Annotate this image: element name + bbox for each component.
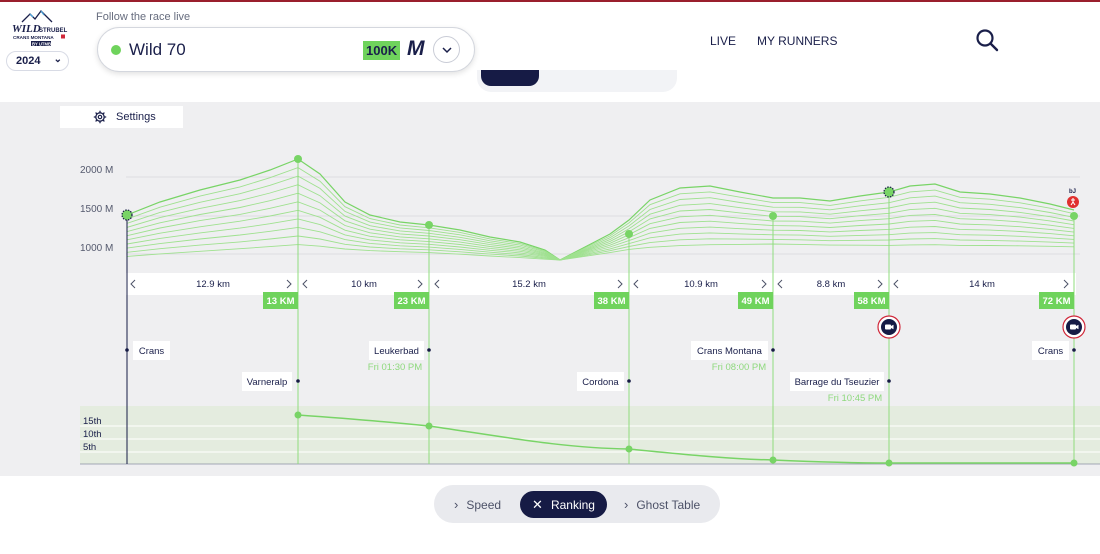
segment-distance: 8.8 km (817, 279, 846, 290)
view-tabs[interactable] (477, 70, 677, 92)
elevation-line (126, 201, 1075, 261)
year-value: 2024 (16, 55, 41, 67)
brand-badge: 100K (363, 41, 401, 60)
checkpoint-km: 49 KM (742, 296, 770, 307)
nav-my-runners[interactable]: MY RUNNERS (757, 34, 838, 48)
nav-live[interactable]: LIVE (710, 34, 737, 48)
checkpoint-km: 72 KM (1043, 296, 1071, 307)
location-name: Leukerbad (374, 346, 419, 357)
location-time: Fri 01:30 PM (368, 362, 422, 373)
follow-label: Follow the race live (96, 11, 191, 23)
chevron-down-icon: ⌄ (53, 54, 62, 65)
location-name: Crans Montana (697, 346, 763, 357)
ranking-gridlines (80, 425, 1100, 453)
header: WILD STRUBEL CRANS MONTANA BY UTMB 2024 … (0, 2, 1100, 102)
checkpoint-km: 23 KM (398, 296, 426, 307)
segment-chevrons[interactable] (130, 279, 1069, 289)
brand-m-logo: M (407, 37, 425, 60)
elevation-profile (126, 158, 1075, 261)
ranking-button[interactable]: ✕ Ranking (520, 491, 607, 518)
settings-label: Settings (116, 111, 156, 123)
chevron-right-icon: › (624, 497, 629, 512)
location-time: Fri 10:45 PM (828, 393, 882, 404)
elevation-line (126, 192, 1075, 261)
live-status-dot (111, 45, 121, 55)
speed-button[interactable]: › Speed (454, 491, 501, 518)
svg-text:STRUBEL: STRUBEL (39, 28, 68, 34)
location-name: Crans (1038, 346, 1064, 357)
svg-text:BY UTMB: BY UTMB (32, 41, 51, 46)
elevation-line (126, 184, 1075, 261)
elevation-label-1000: 1000 M (80, 243, 113, 254)
ranking-label: Ranking (550, 497, 595, 512)
elevation-label-1500: 1500 M (80, 204, 113, 215)
checkpoint-badges[interactable]: 13 KM 23 KM 38 KM 49 KM 58 KM 72 KM (263, 292, 1074, 309)
race-logo[interactable]: WILD STRUBEL CRANS MONTANA BY UTMB (8, 8, 68, 48)
elevation-label-2000: 2000 M (80, 165, 113, 176)
segment-distance: 12.9 km (196, 279, 230, 290)
camera-icon[interactable] (877, 315, 901, 339)
search-icon[interactable] (975, 28, 999, 52)
location-name: Cordona (582, 377, 619, 388)
segment-distances: 12.9 km 10 km 15.2 km 10.9 km 8.8 km 14 … (196, 279, 995, 290)
race-profile-chart: 2000 M 1500 M 1000 M 12.9 km 10 km 15.2 … (80, 155, 1100, 467)
bottom-bar: › Speed ✕ Ranking › Ghost Table (0, 476, 1100, 554)
rank-label-5th: 5th (83, 442, 96, 453)
segment-distance: 10 km (351, 279, 377, 290)
close-icon: ✕ (532, 496, 543, 512)
elevation-line (126, 167, 1075, 261)
location-time: Fri 08:00 PM (712, 362, 766, 373)
segment-distance: 15.2 km (512, 279, 546, 290)
segment-distance: 14 km (969, 279, 995, 290)
svg-text:WILD: WILD (12, 23, 41, 35)
elevation-line (126, 175, 1075, 261)
race-name: Wild 70 (129, 40, 186, 59)
location-name: Varneralp (247, 377, 288, 388)
runner-icon[interactable]: bJ (1067, 189, 1079, 208)
segment-bar (126, 273, 1076, 295)
rank-label-15th: 15th (83, 416, 102, 427)
race-selector[interactable]: Wild 70 100K M (97, 27, 475, 72)
speed-label: Speed (466, 497, 502, 512)
gear-icon (93, 110, 107, 124)
elevation-line (126, 218, 1075, 261)
tab-active[interactable] (481, 70, 539, 86)
settings-button[interactable]: Settings (60, 106, 183, 128)
race-dropdown-button[interactable] (433, 36, 460, 63)
location-labels: Crans Varneralp Leukerbad Fri 01:30 PM C… (125, 341, 1076, 404)
checkpoint-km: 58 KM (858, 296, 886, 307)
rank-label-10th: 10th (83, 429, 102, 440)
location-name: Crans (139, 346, 165, 357)
camera-icon[interactable] (1062, 315, 1086, 339)
elevation-line (126, 235, 1075, 261)
elevation-checkpoint-dots (294, 155, 1078, 238)
elevation-line (126, 243, 1075, 261)
ranking-band (80, 406, 1100, 464)
top-accent-line (0, 0, 1100, 2)
elevation-line (126, 158, 1075, 261)
chevron-right-icon: › (454, 497, 459, 512)
checkpoint-km: 13 KM (267, 296, 295, 307)
runner-position-markers[interactable] (121, 186, 895, 221)
ghost-table-label: Ghost Table (636, 497, 701, 512)
view-toggle: › Speed ✕ Ranking › Ghost Table (434, 485, 720, 523)
location-name: Barrage du Tseuzier (795, 377, 880, 388)
svg-text:CRANS MONTANA: CRANS MONTANA (13, 35, 54, 40)
svg-text:bJ: bJ (1069, 189, 1076, 195)
checkpoint-km: 38 KM (598, 296, 626, 307)
ranking-points (294, 411, 1078, 467)
year-select[interactable]: 2024 ⌄ (6, 51, 69, 71)
ghost-table-button[interactable]: › Ghost Table (624, 491, 700, 518)
segment-distance: 10.9 km (684, 279, 718, 290)
elevation-line (126, 226, 1075, 261)
elevation-line (126, 209, 1075, 261)
chevron-down-icon (441, 47, 452, 54)
